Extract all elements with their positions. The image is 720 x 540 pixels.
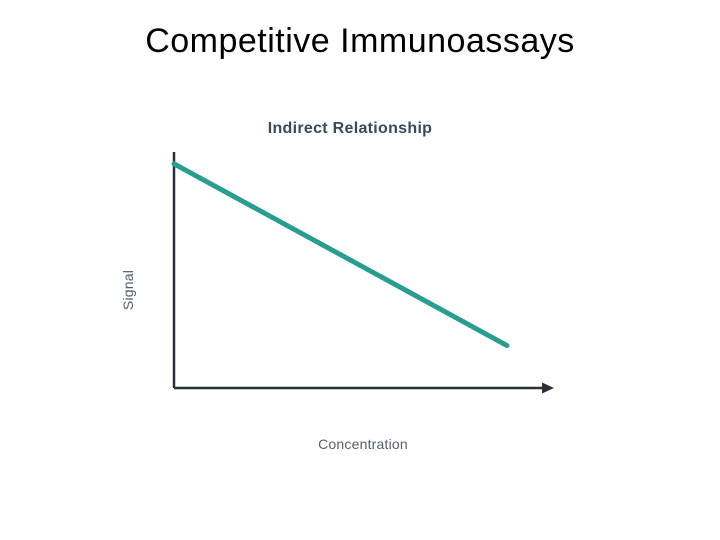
chart-svg: [168, 146, 558, 406]
slide-title: Competitive Immunoassays: [0, 22, 720, 61]
chart-container: Indirect Relationship Signal Concentrati…: [120, 120, 580, 460]
x-axis-label: Concentration: [168, 436, 558, 452]
chart-title: Indirect Relationship: [120, 120, 580, 138]
y-axis-label: Signal: [120, 270, 136, 310]
plot-area: [168, 146, 558, 406]
